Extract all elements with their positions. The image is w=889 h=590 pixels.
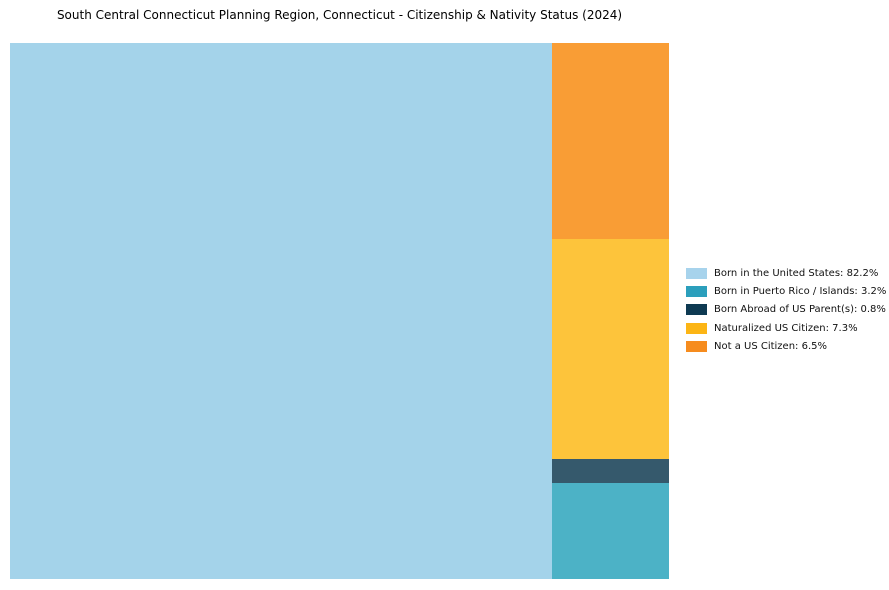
legend-swatch-icon bbox=[686, 267, 707, 279]
legend-label: Born in the United States: 82.2% bbox=[714, 267, 879, 279]
legend-label: Not a US Citizen: 6.5% bbox=[714, 341, 828, 353]
legend-swatch-icon bbox=[686, 341, 707, 353]
legend-item-born-in-united-states: Born in the United States: 82.2% bbox=[686, 264, 886, 282]
treemap-rect-naturalized-us-citizen bbox=[551, 238, 669, 459]
legend-label: Naturalized US Citizen: 7.3% bbox=[714, 322, 858, 334]
chart-title: South Central Connecticut Planning Regio… bbox=[56, 8, 623, 22]
treemap-rect-born-abroad-of-us-parents bbox=[551, 458, 669, 483]
legend-label: Born in Puerto Rico / Islands: 3.2% bbox=[714, 286, 887, 298]
treemap-rect-born-in-puerto-rico-islands bbox=[551, 482, 669, 579]
legend-item-not-a-us-citizen: Not a US Citizen: 6.5% bbox=[686, 338, 886, 356]
treemap-rect-born-in-united-states bbox=[10, 43, 552, 579]
legend-swatch-icon bbox=[686, 304, 707, 316]
treemap-rect-not-a-us-citizen bbox=[551, 43, 669, 239]
treemap-plot bbox=[10, 43, 669, 579]
legend-item-naturalized-us-citizen: Naturalized US Citizen: 7.3% bbox=[686, 319, 886, 337]
legend-swatch-icon bbox=[686, 286, 707, 298]
legend: Born in the United States: 82.2% Born in… bbox=[686, 264, 886, 356]
legend-item-born-in-puerto-rico-islands: Born in Puerto Rico / Islands: 3.2% bbox=[686, 282, 886, 300]
legend-item-born-abroad-of-us-parents: Born Abroad of US Parent(s): 0.8% bbox=[686, 301, 886, 319]
legend-label: Born Abroad of US Parent(s): 0.8% bbox=[714, 304, 886, 316]
legend-swatch-icon bbox=[686, 322, 707, 334]
